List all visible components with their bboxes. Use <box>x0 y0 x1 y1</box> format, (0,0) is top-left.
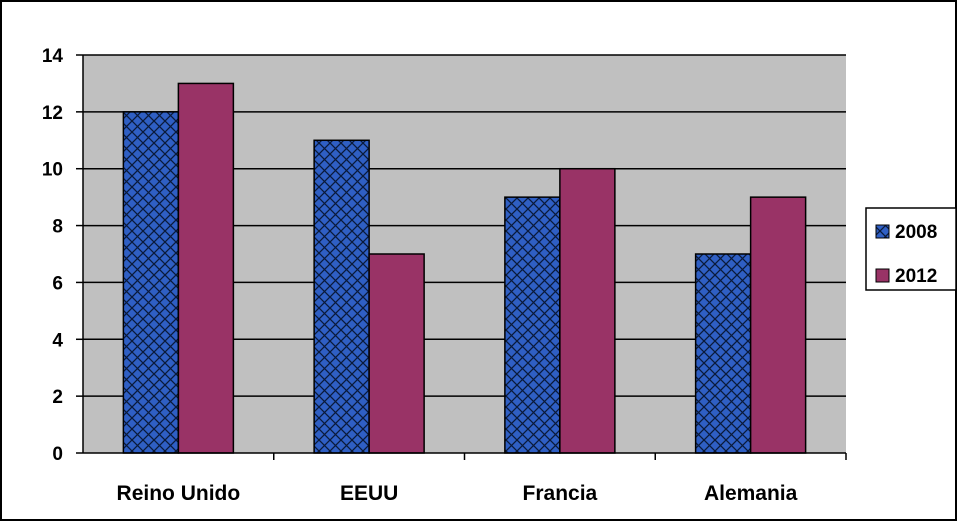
x-tick-label: Francia <box>523 482 598 505</box>
x-tick-label: Reino Unido <box>117 482 241 505</box>
y-tick-label: 8 <box>52 217 63 238</box>
bar-2012-eeuu <box>368 253 425 454</box>
y-tick-label: 12 <box>42 103 63 124</box>
legend: 2008 2012 <box>865 207 957 291</box>
y-tick-label: 14 <box>42 46 64 67</box>
x-tick-label: EEUU <box>340 482 398 505</box>
bar-2008-reino-unido <box>122 111 180 454</box>
legend-label-2008: 2008 <box>895 222 937 243</box>
y-axis-ticks: 0 2 4 6 8 10 12 14 <box>42 46 83 465</box>
y-tick-label: 6 <box>52 273 63 294</box>
y-tick-label: 0 <box>52 444 63 465</box>
y-tick-label: 10 <box>42 160 63 181</box>
bar-2008-alemania <box>694 253 752 454</box>
bar-2012-reino-unido <box>177 82 235 454</box>
legend-swatch-2008 <box>875 224 890 239</box>
bar-2012-francia <box>559 167 616 454</box>
bar-2012-alemania <box>749 196 807 454</box>
y-tick-label: 2 <box>52 387 63 408</box>
legend-label-2012: 2012 <box>895 266 937 287</box>
y-tick-label: 4 <box>52 330 63 351</box>
x-tick-label: Alemania <box>704 482 798 505</box>
bar-2008-eeuu <box>313 139 370 454</box>
x-axis-ticks: Reino Unido EEUU Francia Alemania <box>117 453 847 505</box>
bar-2008-francia <box>504 196 561 454</box>
legend-swatch-2012 <box>875 268 890 283</box>
